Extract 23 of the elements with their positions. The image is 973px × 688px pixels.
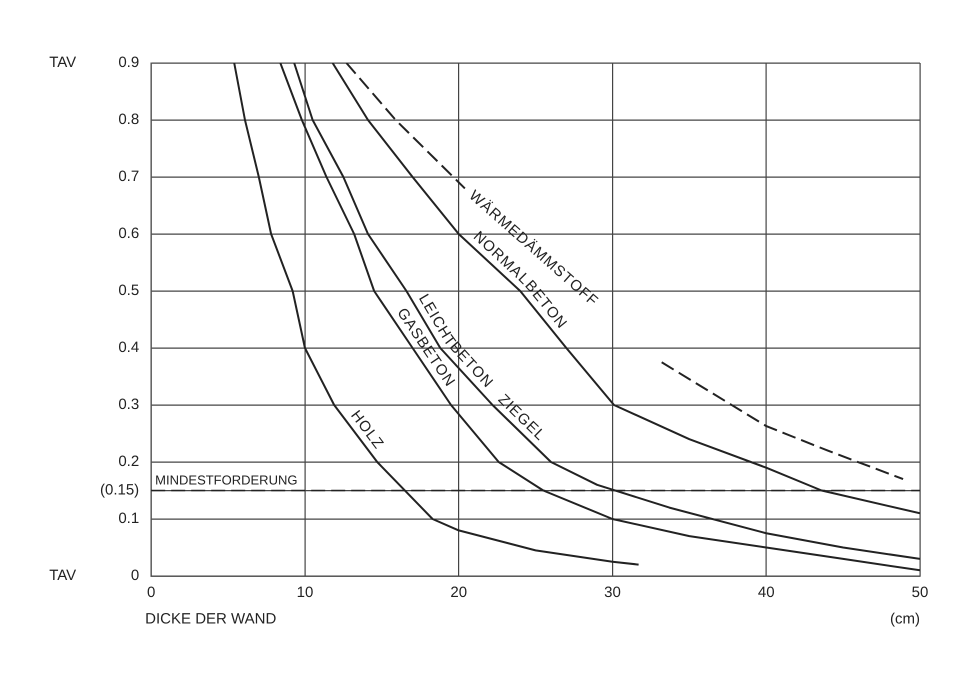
- y-tick-label: 0.5: [118, 282, 140, 300]
- y-tick-label: 0.4: [118, 339, 140, 356]
- y-axis-title: TAV: [49, 54, 76, 72]
- text: TAV: [49, 567, 76, 584]
- x-tick-label: 20: [450, 584, 468, 602]
- text: (cm): [890, 610, 920, 628]
- text: HOLZ: [347, 407, 387, 452]
- y-tick-label: 0.1: [118, 510, 140, 528]
- y-tick-label: 0.7: [118, 168, 140, 186]
- y-tick-label: 0.9: [118, 54, 140, 72]
- y-tick-label: 0.2: [118, 453, 140, 470]
- x-tick-label: 50: [912, 584, 928, 602]
- y-tick-label: 0: [130, 567, 140, 584]
- x-axis-title: DICKE DER WAND: [145, 610, 276, 628]
- x-tick-label: 10: [296, 584, 314, 602]
- x-tick-label: 30: [604, 584, 621, 602]
- y-tick-label: 0.8: [118, 111, 140, 128]
- y-tick-label: (0.15): [100, 482, 140, 499]
- y-tick-label: 0.6: [118, 225, 140, 242]
- x-tick-label: 40: [758, 584, 775, 602]
- x-tick-label: 0: [147, 584, 156, 602]
- y-tick-label: 0.3: [118, 396, 140, 414]
- ref-line-label: MINDESTFORDERUNG: [155, 472, 298, 488]
